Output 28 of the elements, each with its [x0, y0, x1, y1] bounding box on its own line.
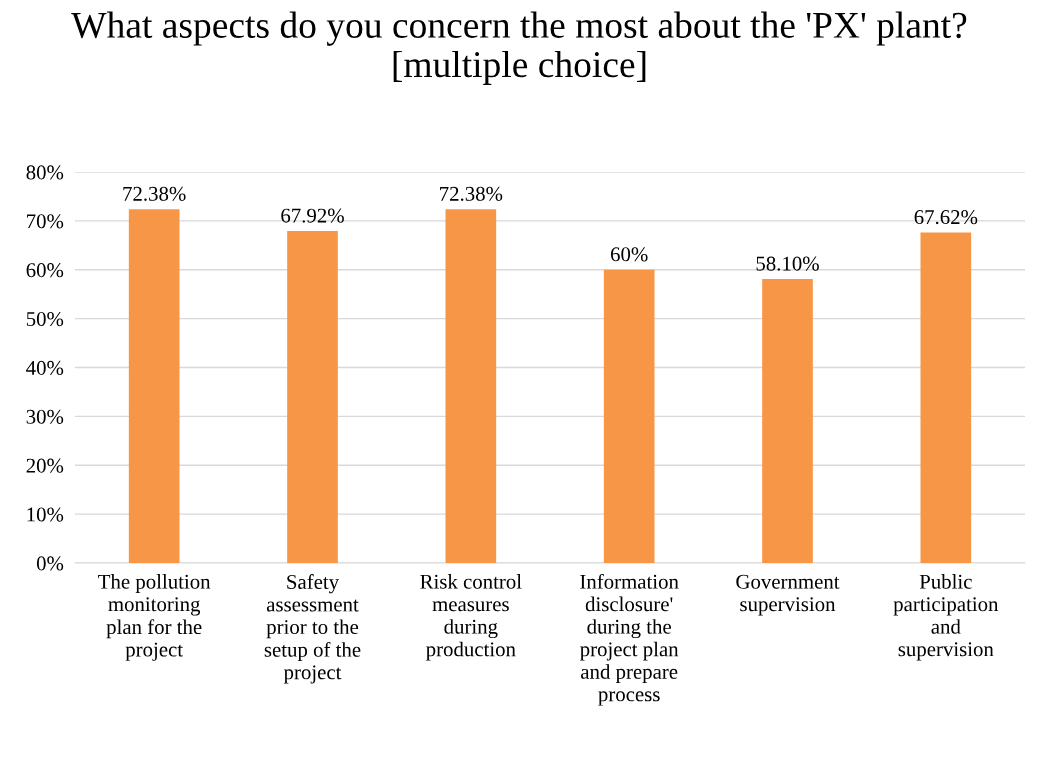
y-tick-label: 0% — [36, 556, 64, 571]
y-tick-label: 80% — [26, 165, 64, 180]
bar — [445, 209, 497, 563]
x-tick-label: Government supervision — [736, 574, 840, 616]
y-tick-label: 50% — [26, 312, 64, 327]
data-label: 58.10% — [756, 256, 819, 271]
y-tick-label: 20% — [26, 458, 64, 473]
data-label: 67.92% — [281, 208, 344, 223]
y-tick-label: 30% — [26, 409, 64, 424]
bar — [920, 232, 972, 563]
y-tick-label: 10% — [27, 507, 64, 522]
bar — [128, 209, 180, 563]
bar — [603, 269, 655, 563]
data-label: 60% — [610, 247, 648, 262]
bar — [287, 231, 338, 563]
x-tick-label: Information disclosure' during the project plan and prepare process — [580, 573, 679, 706]
y-tick-label: 40% — [26, 360, 64, 375]
y-tick-label: 70% — [27, 214, 64, 229]
data-label: 72.38% — [123, 186, 186, 201]
chart-title: What aspects do you concern the most about the 'PX' plant? [multiple choice] — [71, 11, 967, 85]
x-tick-label: Safety assessment prior to the setup of the project — [264, 574, 361, 684]
x-tick-label: Risk control measures during production — [420, 574, 522, 661]
y-tick-label: 60% — [26, 263, 64, 278]
x-tick-label: The pollution monitoring plan for the project — [98, 574, 211, 661]
x-tick-label: Public participation and supervision — [893, 574, 999, 661]
bar — [762, 279, 813, 563]
data-label: 72.38% — [440, 186, 503, 201]
data-label: 67.62% — [914, 210, 978, 225]
